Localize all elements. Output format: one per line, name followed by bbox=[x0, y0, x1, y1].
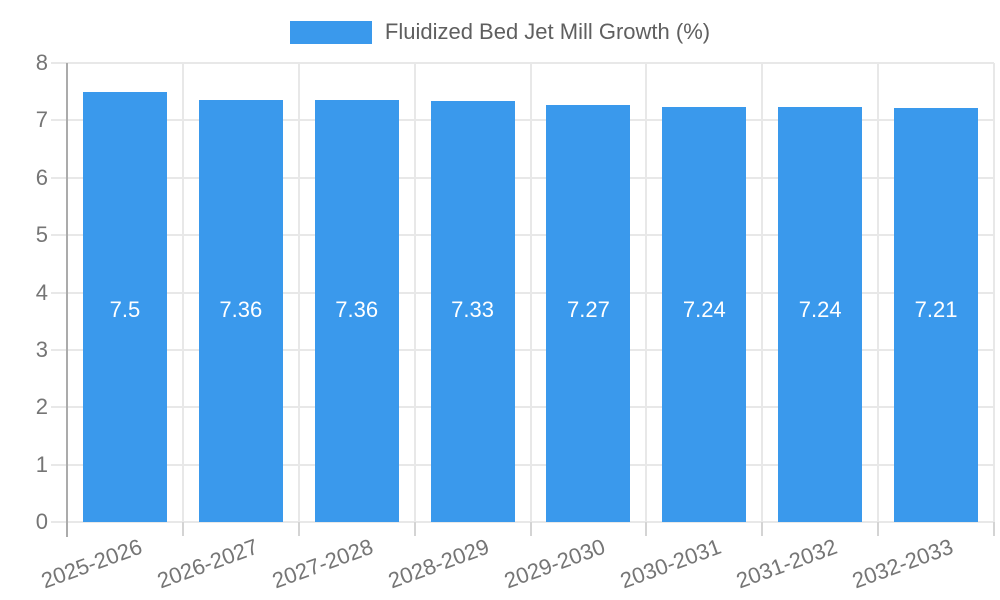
y-axis-tick bbox=[51, 348, 67, 351]
bar bbox=[894, 108, 979, 522]
gridline-vertical bbox=[529, 63, 532, 522]
gridline-vertical bbox=[297, 63, 300, 522]
x-axis-tick bbox=[761, 522, 764, 536]
y-axis-tick bbox=[51, 463, 67, 466]
y-axis-tick bbox=[51, 291, 67, 294]
y-tick-label: 0 bbox=[35, 509, 48, 534]
gridline-vertical bbox=[993, 63, 995, 522]
x-tick-label: 2028-2029 bbox=[385, 533, 493, 594]
x-axis-tick bbox=[297, 522, 300, 536]
legend[interactable]: Fluidized Bed Jet Mill Growth (%) bbox=[0, 19, 1000, 44]
x-tick-label: 2032-2033 bbox=[848, 533, 957, 594]
y-axis-tick bbox=[51, 406, 67, 409]
x-tick-label: 2025-2026 bbox=[37, 533, 146, 594]
x-axis-tick bbox=[645, 522, 648, 536]
x-axis-tick bbox=[877, 522, 880, 536]
x-tick-label: 2030-2031 bbox=[616, 533, 725, 594]
gridline-vertical bbox=[761, 63, 764, 522]
x-tick-label: 2027-2028 bbox=[269, 533, 377, 594]
y-tick-label: 7 bbox=[35, 107, 48, 133]
legend-swatch-icon bbox=[289, 20, 372, 44]
bar-value-label: 7.24 bbox=[798, 297, 842, 322]
bar-value-label: 7.21 bbox=[914, 297, 958, 322]
x-axis-tick bbox=[181, 522, 184, 536]
bar bbox=[198, 99, 283, 522]
legend-label: Fluidized Bed Jet Mill Growth (%) bbox=[384, 19, 711, 44]
bar-value-label: 7.5 bbox=[109, 297, 141, 322]
x-axis-tick bbox=[413, 522, 416, 536]
x-axis-tick bbox=[993, 522, 995, 536]
x-tick-label: 2026-2027 bbox=[153, 533, 261, 594]
y-tick-label: 5 bbox=[35, 222, 48, 248]
y-axis-tick bbox=[51, 521, 67, 523]
bar bbox=[314, 99, 399, 522]
bar bbox=[778, 106, 863, 522]
bar-value-label: 7.33 bbox=[451, 297, 494, 322]
bar bbox=[662, 106, 747, 522]
y-tick-label: 6 bbox=[35, 164, 48, 190]
y-tick-label: 3 bbox=[35, 336, 48, 362]
y-axis-tick bbox=[51, 176, 67, 179]
gridline-vertical bbox=[181, 63, 184, 522]
bar bbox=[546, 104, 631, 522]
x-axis-tick bbox=[529, 522, 532, 536]
y-tick-label: 4 bbox=[35, 279, 48, 305]
bar-value-label: 7.27 bbox=[567, 297, 610, 322]
y-axis-line bbox=[66, 63, 68, 537]
y-tick-label: 8 bbox=[35, 50, 48, 75]
bar-value-label: 7.36 bbox=[335, 297, 379, 322]
x-tick-label: 2029-2030 bbox=[501, 533, 609, 594]
bar bbox=[82, 91, 167, 522]
y-tick-label: 2 bbox=[35, 394, 48, 420]
bar-value-label: 7.24 bbox=[682, 297, 726, 322]
gridline-vertical bbox=[413, 63, 416, 522]
y-axis-tick bbox=[51, 62, 67, 64]
y-axis-tick bbox=[51, 234, 67, 237]
bar-value-label: 7.36 bbox=[219, 297, 263, 322]
bar bbox=[430, 101, 515, 522]
x-tick-label: 2031-2032 bbox=[732, 533, 841, 594]
gridline-vertical bbox=[877, 63, 880, 522]
gridline-vertical bbox=[645, 63, 648, 522]
y-tick-label: 1 bbox=[35, 451, 48, 477]
y-axis-tick bbox=[51, 119, 67, 122]
